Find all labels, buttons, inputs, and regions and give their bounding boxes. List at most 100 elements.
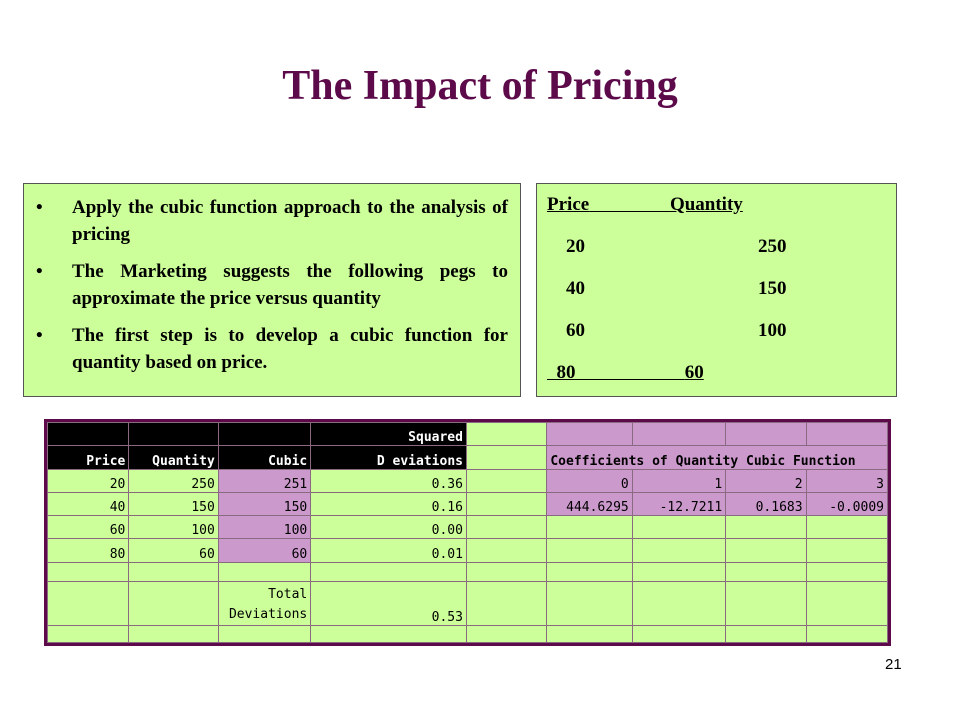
cell[interactable] bbox=[725, 580, 807, 627]
pq-underline-row: 80 60 bbox=[547, 362, 704, 383]
bullet-icon: • bbox=[36, 325, 43, 346]
deviation-cell[interactable]: 0.01 bbox=[310, 538, 467, 563]
cell[interactable] bbox=[725, 538, 807, 563]
cell[interactable] bbox=[46, 625, 130, 643]
cell[interactable] bbox=[725, 515, 807, 540]
cell[interactable] bbox=[631, 421, 727, 447]
cell[interactable] bbox=[46, 580, 130, 627]
cell[interactable] bbox=[725, 561, 807, 582]
header-cell[interactable] bbox=[217, 421, 312, 447]
cubic-cell[interactable]: 60 bbox=[217, 538, 312, 563]
quantity-header: Quantity bbox=[669, 194, 743, 215]
cell[interactable] bbox=[631, 538, 727, 563]
quantity-cell[interactable]: 250 bbox=[128, 468, 219, 493]
deviation-cell[interactable]: 0.16 bbox=[310, 491, 467, 517]
price-cell[interactable]: 80 bbox=[46, 538, 130, 563]
price-cell[interactable]: 60 bbox=[46, 515, 130, 540]
coef-index-cell[interactable]: 2 bbox=[725, 468, 807, 493]
cell[interactable] bbox=[631, 561, 727, 582]
quantity-cell[interactable]: 100 bbox=[128, 515, 219, 540]
squared-header[interactable]: Squared bbox=[310, 421, 467, 447]
coefficients-header[interactable]: Coefficients of Quantity Cubic Function bbox=[546, 445, 888, 470]
cell[interactable] bbox=[725, 625, 807, 643]
cell[interactable] bbox=[465, 538, 548, 563]
total-label-cell[interactable]: Total Deviations bbox=[217, 580, 312, 627]
pq-price: 20 bbox=[566, 236, 585, 257]
cell[interactable] bbox=[546, 625, 633, 643]
slide-title: The Impact of Pricing bbox=[282, 63, 678, 109]
cubic-column-header[interactable]: Cubic bbox=[217, 445, 312, 470]
deviation-cell[interactable]: 0.36 bbox=[310, 468, 467, 493]
cell[interactable] bbox=[546, 421, 633, 447]
cell[interactable] bbox=[805, 538, 889, 563]
cubic-cell[interactable]: 150 bbox=[217, 491, 312, 517]
cell[interactable] bbox=[546, 538, 633, 563]
cell[interactable] bbox=[128, 580, 219, 627]
cell[interactable] bbox=[46, 561, 130, 582]
bullet-icon: • bbox=[36, 197, 43, 218]
pq-quantity: 60 bbox=[684, 362, 704, 383]
cell[interactable] bbox=[805, 515, 889, 540]
header-cell[interactable] bbox=[46, 421, 130, 447]
cell[interactable] bbox=[310, 625, 467, 643]
price-header: Price bbox=[547, 194, 590, 215]
coef-index-cell[interactable]: 1 bbox=[631, 468, 727, 493]
bullet-text: The first step is to develop a cubic fun… bbox=[72, 325, 508, 373]
quantity-cell[interactable]: 150 bbox=[128, 491, 219, 517]
cell[interactable] bbox=[465, 468, 548, 493]
pq-row: 80 60 bbox=[547, 362, 704, 388]
quantity-column-header[interactable]: Quantity bbox=[128, 445, 219, 470]
header-cell[interactable] bbox=[128, 421, 219, 447]
price-quantity-panel: Price Quantity 20 250 40 150 60 100 80 6… bbox=[536, 183, 897, 397]
cell[interactable] bbox=[465, 580, 548, 627]
cell[interactable] bbox=[725, 421, 807, 447]
cell[interactable] bbox=[805, 421, 889, 447]
cell[interactable] bbox=[217, 625, 312, 643]
cell[interactable] bbox=[631, 580, 727, 627]
cell[interactable] bbox=[631, 515, 727, 540]
cell[interactable] bbox=[546, 561, 633, 582]
cell[interactable] bbox=[805, 625, 889, 643]
cell[interactable] bbox=[217, 561, 312, 582]
cell[interactable] bbox=[128, 625, 219, 643]
deviation-cell[interactable]: 0.00 bbox=[310, 515, 467, 540]
coef-value-cell[interactable]: 0.1683 bbox=[725, 491, 807, 517]
bullet-item: • The first step is to develop a cubic f… bbox=[34, 322, 508, 376]
bullet-item: • The Marketing suggests the following p… bbox=[34, 258, 508, 312]
coef-index-cell[interactable]: 3 bbox=[805, 468, 889, 493]
price-cell[interactable]: 20 bbox=[46, 468, 130, 493]
coef-value-cell[interactable]: 444.6295 bbox=[546, 491, 633, 517]
quantity-cell[interactable]: 60 bbox=[128, 538, 219, 563]
coef-value-cell[interactable]: -12.7211 bbox=[631, 491, 727, 517]
cell[interactable] bbox=[465, 561, 548, 582]
coef-index-cell[interactable]: 0 bbox=[546, 468, 633, 493]
cubic-cell[interactable]: 100 bbox=[217, 515, 312, 540]
pq-price: 80 bbox=[556, 362, 576, 383]
price-cell[interactable]: 40 bbox=[46, 491, 130, 517]
cell[interactable] bbox=[546, 515, 633, 540]
cell[interactable] bbox=[465, 625, 548, 643]
cell[interactable] bbox=[465, 445, 548, 470]
deviations-column-header[interactable]: D eviations bbox=[310, 445, 467, 470]
cell[interactable] bbox=[805, 561, 889, 582]
coef-value-cell[interactable]: -0.0009 bbox=[805, 491, 889, 517]
pq-price: 40 bbox=[566, 278, 585, 299]
bullet-panel: • Apply the cubic function approach to t… bbox=[23, 183, 521, 397]
price-column-header[interactable]: Price bbox=[46, 445, 130, 470]
cell[interactable] bbox=[465, 491, 548, 517]
bullet-item: • Apply the cubic function approach to t… bbox=[34, 194, 508, 248]
cell[interactable] bbox=[805, 580, 889, 627]
cell[interactable] bbox=[546, 580, 633, 627]
bullet-text: The Marketing suggests the following peg… bbox=[72, 261, 508, 309]
pq-price: 60 bbox=[566, 320, 585, 341]
cell[interactable] bbox=[465, 421, 548, 447]
cell[interactable] bbox=[465, 515, 548, 540]
total-label: Total bbox=[268, 587, 308, 603]
bullet-text: Apply the cubic function approach to the… bbox=[72, 197, 508, 245]
pq-quantity: 100 bbox=[758, 320, 787, 341]
cell[interactable] bbox=[631, 625, 727, 643]
total-deviations-value[interactable]: 0.53 bbox=[310, 580, 467, 627]
cell[interactable] bbox=[310, 561, 467, 582]
cell[interactable] bbox=[128, 561, 219, 582]
cubic-cell[interactable]: 251 bbox=[217, 468, 312, 493]
